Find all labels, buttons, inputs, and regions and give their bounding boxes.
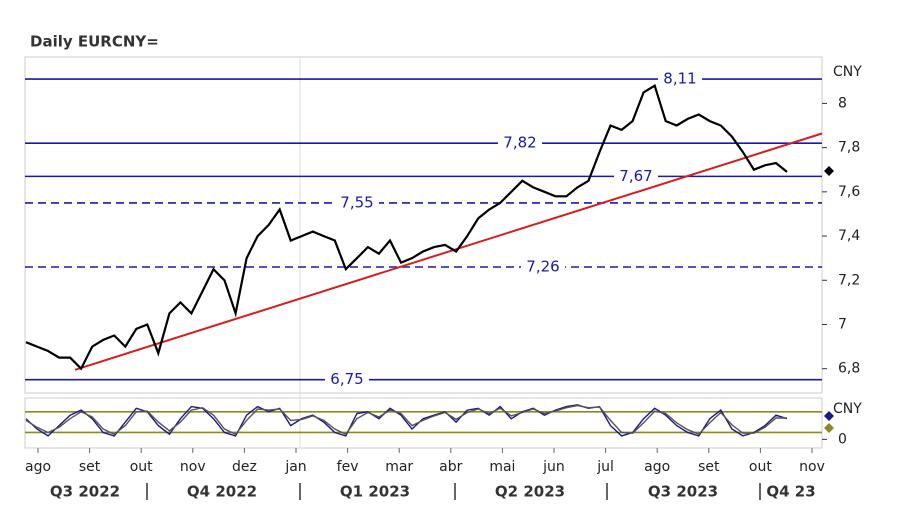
x-tick-label: set — [79, 459, 101, 475]
osc-marker — [824, 423, 834, 433]
osc-line — [25, 404, 787, 436]
level-label-bg — [521, 257, 565, 277]
y-tick-label: 7,6 — [838, 184, 860, 200]
x-tick-label: abr — [439, 459, 462, 475]
chart-title: Daily EURCNY= — [30, 33, 159, 51]
y-tick-label: 7,2 — [838, 272, 860, 288]
osc-marker — [824, 411, 834, 421]
osc-frame — [24, 397, 823, 449]
level-label-bg — [325, 369, 369, 390]
quarter-label: Q1 2023 — [340, 483, 410, 501]
y-tick-label: 7,8 — [838, 140, 860, 156]
quarter-separators — [146, 483, 761, 500]
x-tick-label: mar — [385, 459, 413, 475]
price-line — [25, 84, 788, 371]
x-tick-label: out — [749, 459, 772, 475]
x-tick-label: out — [130, 459, 153, 475]
level-label: 7,55 — [340, 193, 373, 211]
y-tick-label: 8 — [838, 95, 847, 111]
x-tick-label: fev — [337, 459, 359, 475]
x-tick-label: jan — [284, 459, 306, 475]
level-label: 7,26 — [526, 258, 559, 276]
quarter-label: Q2 2023 — [495, 483, 565, 501]
x-tick-label: nov — [180, 459, 206, 475]
x-tick-label: jun — [542, 459, 565, 475]
y-tick-label: 7,4 — [838, 228, 860, 244]
quarter-label: Q3 2023 — [648, 483, 718, 501]
x-tick-label: jul — [596, 459, 614, 475]
osc-unit: CNY — [833, 401, 862, 417]
level-label: 7,82 — [503, 134, 536, 152]
quarter-label: Q4 2022 — [187, 483, 257, 501]
quarter-label: Q4 23 — [766, 483, 815, 501]
x-tick-label: set — [698, 459, 720, 475]
level-label-bg — [498, 133, 542, 154]
level-label: 8,11 — [663, 70, 696, 88]
x-tick-label: dez — [232, 459, 257, 475]
y-tick-label: 0 — [838, 431, 847, 447]
level-label-bg — [335, 192, 379, 213]
level-label-bg — [658, 69, 702, 90]
y-tick-label: 7 — [838, 316, 847, 332]
level-label: 7,67 — [619, 167, 652, 185]
plot-frame — [24, 56, 823, 394]
last-marker — [824, 166, 834, 176]
y-unit: CNY — [833, 64, 862, 80]
x-tick-label: ago — [25, 459, 51, 475]
x-tick-label: nov — [799, 459, 825, 475]
trendline — [74, 132, 823, 371]
y-tick-label: 6,8 — [838, 361, 860, 377]
x-tick-label: mai — [489, 459, 515, 475]
level-label-bg — [614, 166, 658, 187]
level-label: 6,75 — [330, 370, 363, 388]
x-tick-label: ago — [644, 459, 670, 475]
quarter-label: Q3 2022 — [50, 483, 120, 501]
